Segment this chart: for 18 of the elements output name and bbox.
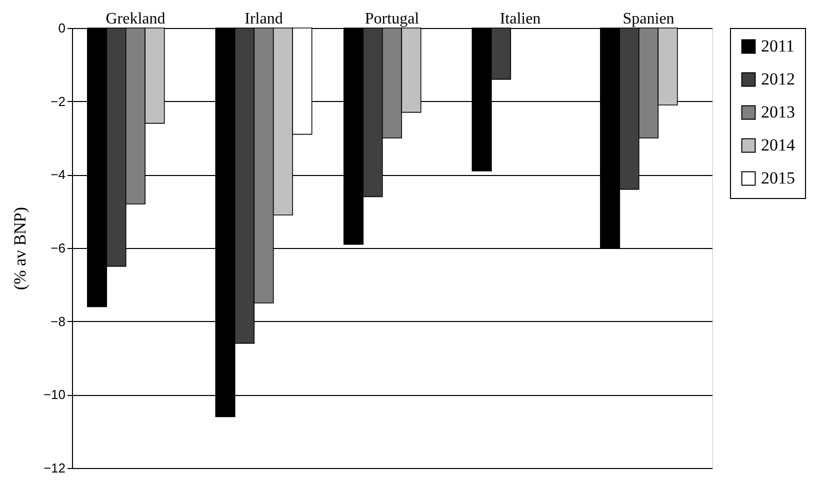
legend-label: 2014 bbox=[761, 136, 796, 154]
y-tick-label: −6 bbox=[50, 240, 66, 256]
y-tick-label: −10 bbox=[43, 387, 66, 402]
y-tick-label: −8 bbox=[50, 314, 66, 329]
legend-label: 2011 bbox=[761, 36, 794, 56]
x-tick-label: Spanien bbox=[622, 10, 674, 28]
x-tick-label: Portugal bbox=[364, 10, 420, 28]
y-tick-label: −12 bbox=[43, 460, 66, 476]
legend-label: 2015 bbox=[761, 168, 795, 188]
x-tick-label: Grekland bbox=[106, 10, 166, 28]
y-tick-label: −4 bbox=[50, 167, 66, 182]
y-tick-label: −2 bbox=[50, 94, 66, 109]
y-axis-title: (% av BNP) bbox=[10, 206, 30, 290]
legend-label: 2012 bbox=[761, 70, 795, 88]
x-tick-label: Irland bbox=[244, 10, 283, 28]
x-tick-label: Italien bbox=[500, 10, 541, 28]
legend-label: 2013 bbox=[761, 102, 795, 122]
y-tick-label: 0 bbox=[58, 20, 66, 36]
